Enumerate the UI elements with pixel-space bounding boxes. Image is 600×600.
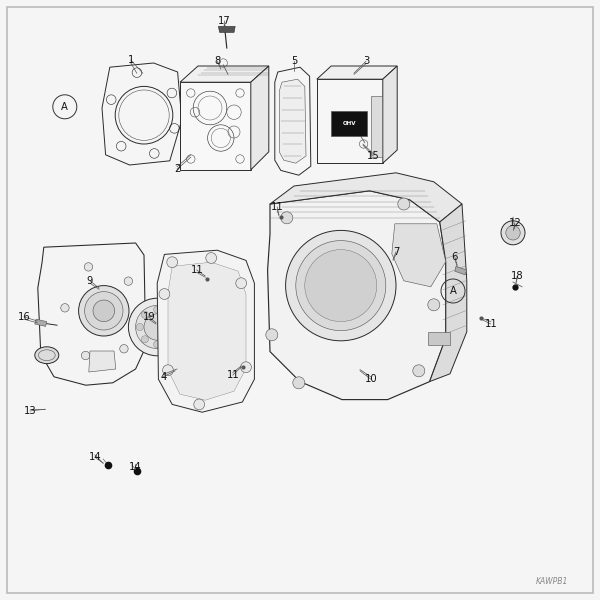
Text: 10: 10: [364, 374, 377, 384]
Text: 11: 11: [271, 202, 284, 212]
Text: 2: 2: [174, 164, 180, 174]
Circle shape: [82, 352, 90, 360]
Text: 8: 8: [214, 56, 220, 66]
Circle shape: [413, 365, 425, 377]
Text: 1: 1: [128, 55, 134, 65]
Polygon shape: [180, 82, 251, 170]
Circle shape: [61, 304, 69, 312]
Circle shape: [124, 277, 133, 286]
Circle shape: [84, 263, 92, 271]
Polygon shape: [35, 319, 47, 326]
Circle shape: [281, 212, 293, 224]
Text: A: A: [61, 102, 68, 112]
Circle shape: [266, 329, 278, 341]
Polygon shape: [168, 262, 246, 400]
Text: 3: 3: [363, 56, 369, 66]
Circle shape: [194, 399, 205, 410]
Polygon shape: [371, 96, 382, 157]
Polygon shape: [317, 79, 383, 163]
Text: A: A: [449, 286, 457, 296]
Circle shape: [163, 365, 173, 376]
Ellipse shape: [330, 101, 354, 119]
Polygon shape: [218, 26, 235, 32]
Text: 11: 11: [226, 370, 239, 380]
Text: 11: 11: [484, 319, 497, 329]
Text: KAWPB1: KAWPB1: [536, 577, 568, 587]
Text: 9: 9: [87, 276, 93, 286]
Circle shape: [166, 336, 173, 343]
FancyBboxPatch shape: [7, 7, 593, 593]
Text: 4: 4: [160, 372, 166, 382]
Polygon shape: [251, 66, 269, 170]
Polygon shape: [268, 191, 446, 400]
Polygon shape: [38, 243, 146, 385]
Polygon shape: [392, 224, 446, 287]
Polygon shape: [455, 266, 467, 275]
Circle shape: [85, 292, 123, 330]
Circle shape: [141, 336, 148, 343]
Circle shape: [501, 221, 525, 245]
Text: 12: 12: [508, 218, 521, 228]
Text: 5: 5: [291, 56, 297, 66]
Circle shape: [428, 299, 440, 311]
Text: 6: 6: [452, 252, 458, 262]
Polygon shape: [157, 250, 254, 412]
Circle shape: [136, 305, 179, 349]
Text: 11: 11: [190, 265, 203, 275]
Circle shape: [241, 362, 251, 373]
Circle shape: [79, 286, 129, 336]
Circle shape: [93, 300, 115, 322]
Circle shape: [236, 278, 247, 289]
Ellipse shape: [35, 347, 59, 364]
Circle shape: [506, 226, 520, 240]
FancyBboxPatch shape: [331, 111, 367, 136]
FancyBboxPatch shape: [428, 332, 450, 345]
Polygon shape: [383, 66, 397, 163]
Circle shape: [154, 306, 161, 313]
Circle shape: [154, 341, 161, 348]
Circle shape: [136, 323, 143, 331]
Text: 19: 19: [142, 312, 155, 322]
Circle shape: [206, 253, 217, 263]
Circle shape: [286, 230, 396, 341]
Polygon shape: [270, 173, 462, 222]
Polygon shape: [89, 351, 116, 372]
Circle shape: [128, 298, 186, 356]
Circle shape: [305, 250, 377, 322]
Polygon shape: [280, 79, 306, 163]
Text: 16: 16: [17, 312, 31, 322]
Circle shape: [398, 198, 410, 210]
Polygon shape: [275, 67, 311, 175]
Circle shape: [296, 241, 386, 331]
Text: 18: 18: [511, 271, 524, 281]
Circle shape: [159, 289, 170, 299]
Text: 13: 13: [23, 406, 37, 416]
Circle shape: [171, 323, 178, 331]
Circle shape: [141, 311, 148, 318]
Text: 14: 14: [128, 462, 142, 472]
Circle shape: [166, 311, 173, 318]
Circle shape: [144, 314, 170, 340]
Polygon shape: [180, 66, 269, 82]
Circle shape: [120, 344, 128, 353]
Text: 7: 7: [393, 247, 399, 257]
Polygon shape: [430, 204, 467, 382]
Text: OHV: OHV: [343, 121, 356, 126]
Circle shape: [167, 257, 178, 268]
Polygon shape: [317, 66, 397, 79]
Text: 17: 17: [218, 16, 231, 26]
Text: 14: 14: [88, 452, 101, 462]
Text: 15: 15: [367, 151, 380, 161]
Circle shape: [293, 377, 305, 389]
